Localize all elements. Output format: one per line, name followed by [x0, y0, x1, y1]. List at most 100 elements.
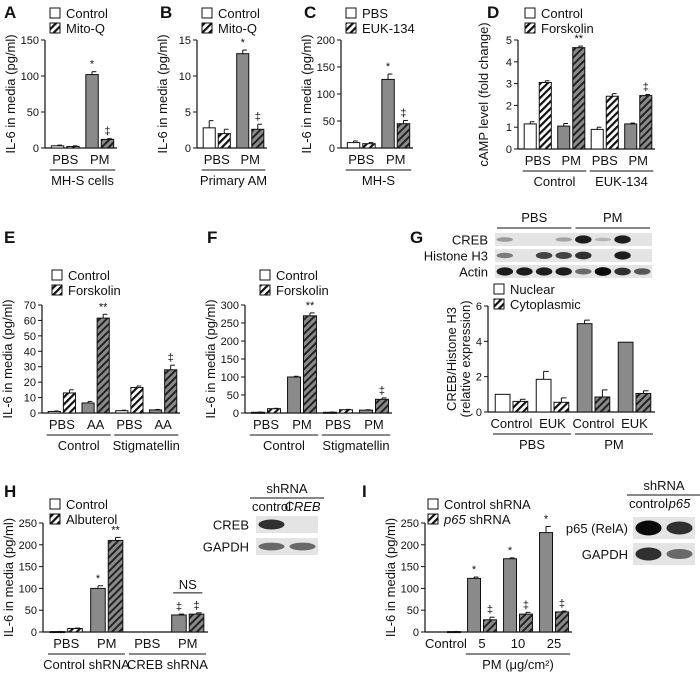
y-tick-label: 150 [21, 35, 39, 47]
bar [503, 558, 518, 633]
y-tick-label: 150 [317, 62, 335, 74]
bar [90, 587, 106, 633]
group-label: MH-S [362, 173, 396, 188]
significance-mark: * [472, 564, 477, 576]
group-label: EUK-134 [595, 174, 648, 189]
bar [359, 409, 374, 414]
significance-mark: * [508, 545, 513, 557]
x-category-label: PM [386, 152, 406, 167]
y-tick-label: 5 [185, 107, 191, 119]
blot-band [555, 237, 572, 242]
y-tick-label: 200 [401, 540, 419, 552]
y-tick-label: 3 [506, 79, 512, 91]
significance-mark: * [96, 573, 101, 585]
bar [67, 628, 83, 633]
group-label: PBS [519, 437, 545, 452]
y-tick-label: 200 [221, 336, 239, 348]
bar [483, 619, 497, 633]
blot-band [594, 237, 612, 242]
x-category-label: AA [154, 417, 172, 432]
blot-band [614, 235, 631, 244]
blot-band [496, 267, 514, 276]
y-tick-label: 40 [24, 346, 36, 358]
y-tick-label: 6 [476, 301, 482, 313]
x-category-label: PM [241, 152, 261, 167]
significance-mark: * [241, 37, 246, 49]
blot-row-label: CREB [213, 518, 249, 533]
x-category-label: AA [87, 417, 105, 432]
x-category-label: PBS [592, 153, 618, 168]
bar [85, 74, 99, 149]
blot-strip [495, 265, 652, 278]
bar [555, 611, 569, 633]
bar [115, 410, 129, 414]
legend-label: Mito-Q [66, 21, 105, 36]
y-tick-label: 4 [506, 57, 512, 69]
bar [523, 123, 537, 150]
y-tick-label: 150 [221, 354, 239, 366]
y-tick-label: 10 [179, 71, 191, 83]
legend-label: PBS [362, 6, 388, 21]
bar [538, 82, 552, 150]
legend-label: Albuterol [66, 512, 117, 527]
y-tick-label: 100 [317, 89, 335, 101]
x-category-label: PBS [53, 636, 79, 651]
x-category-label: PM [629, 153, 649, 168]
legend-label: Control [66, 497, 108, 512]
bar [62, 392, 77, 414]
x-category-label: 25 [547, 636, 561, 651]
bar [362, 143, 376, 149]
blot-band [633, 268, 651, 275]
legend-swatch [49, 513, 61, 525]
panel-letter: A [4, 3, 16, 22]
bar [594, 396, 611, 413]
legend-label: EUK-134 [362, 21, 415, 36]
panel-letter: F [207, 228, 217, 247]
bar [303, 315, 317, 414]
y-tick-label: 50 [227, 390, 239, 402]
blot-strip [495, 233, 652, 246]
blot-header-label: PBS [521, 210, 547, 225]
significance-mark: ‡ [523, 599, 529, 611]
bar [635, 392, 652, 413]
y-axis-label: CREB/Histone H3 [444, 307, 459, 411]
legend-swatch [345, 7, 357, 19]
significance-mark: * [544, 513, 549, 525]
legend-label: Mito-Q [218, 21, 257, 36]
blot-title: shRNA [643, 478, 685, 493]
significance-mark: ‡ [193, 600, 199, 612]
legend-swatch [259, 284, 271, 296]
legend-swatch [345, 22, 357, 34]
blot-band [614, 267, 631, 276]
y-tick-label: 60 [24, 315, 36, 327]
legend-swatch [427, 498, 439, 510]
y-tick-label: 0 [476, 407, 482, 419]
significance-mark: * [90, 59, 95, 71]
y-tick-label: 1 [506, 122, 512, 134]
y-tick-label: 2 [506, 100, 512, 112]
legend-label: Control [218, 6, 260, 21]
panel-letter: I [362, 482, 367, 501]
bar [96, 317, 110, 414]
y-tick-label: 200 [317, 35, 335, 47]
y-tick-label: 250 [401, 518, 419, 530]
legend-swatch [493, 298, 505, 310]
bar [47, 410, 61, 414]
y-tick-label: 70 [24, 300, 36, 312]
y-tick-label: 250 [221, 318, 239, 330]
blot-row-label: p65 (RelA) [566, 521, 628, 536]
bar [251, 128, 265, 149]
bar [287, 376, 302, 414]
legend-label: Cytoplasmic [510, 297, 581, 312]
blot-band [535, 251, 553, 260]
y-tick-label: 0 [233, 408, 239, 420]
panel-f: FControlForskolin050100150200250300IL-6 … [203, 228, 392, 453]
y-tick-label: 0 [413, 627, 419, 639]
